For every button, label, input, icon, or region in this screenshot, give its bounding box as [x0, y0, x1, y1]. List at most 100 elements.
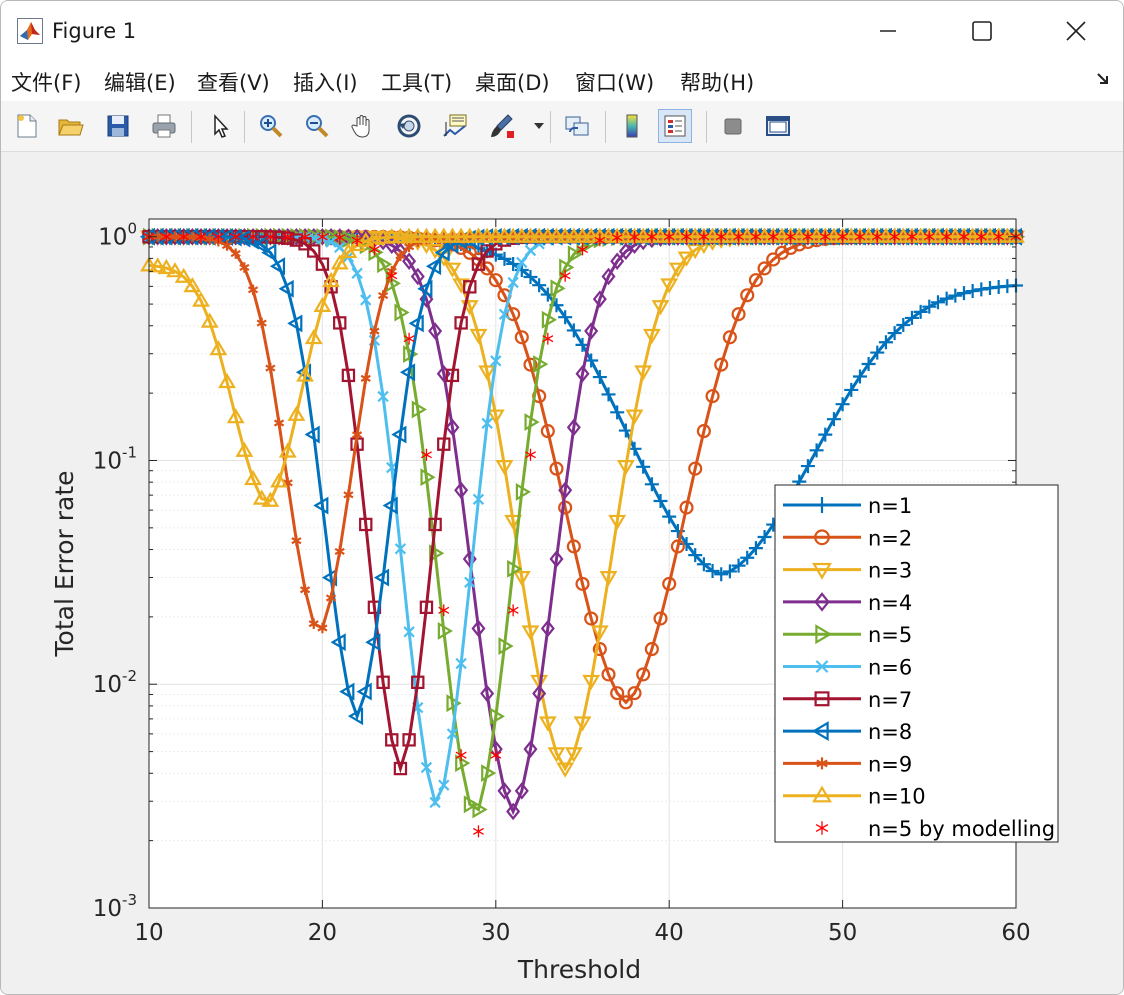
model-point — [923, 230, 935, 243]
pan-button[interactable] — [346, 109, 380, 143]
model-point — [438, 604, 450, 617]
menu-edit[interactable]: 编辑(E) — [104, 71, 176, 95]
model-point — [577, 243, 588, 256]
data-point — [192, 291, 210, 307]
data-point — [221, 240, 233, 251]
x-axis-label: Threshold — [517, 955, 641, 984]
data-point — [291, 535, 302, 546]
data-point — [573, 227, 592, 243]
data-point — [720, 227, 739, 243]
data-point — [662, 576, 677, 591]
data-point — [471, 257, 486, 271]
data-point — [308, 618, 319, 629]
legend-label: n=7 — [868, 688, 912, 712]
link-plot-button[interactable] — [560, 109, 594, 143]
close-icon — [1066, 21, 1086, 41]
model-point — [889, 230, 901, 243]
legend-item: n=5 by modelling — [815, 817, 1055, 841]
pointer-button[interactable] — [203, 109, 237, 143]
data-point — [382, 228, 401, 244]
data-point — [556, 227, 575, 243]
data-point — [429, 544, 445, 563]
x-tick-label: 60 — [1001, 920, 1030, 946]
legend-item: n=1 — [783, 494, 912, 518]
model-point — [368, 243, 380, 256]
data-point — [230, 248, 241, 259]
rotate-3d-button[interactable] — [392, 109, 426, 143]
data-point — [425, 257, 442, 276]
legend-label: n=8 — [868, 720, 912, 744]
data-point — [532, 684, 547, 703]
model-point — [646, 230, 658, 243]
x-tick-label: 10 — [134, 920, 163, 946]
plot-svg[interactable]: 10 20 30 40 50 60 100 10-1 10-2 10-3 Threshold Tota… — [1, 152, 1123, 994]
data-point — [755, 227, 774, 243]
data-point — [469, 328, 488, 345]
data-point — [504, 227, 523, 243]
data-point — [532, 278, 547, 293]
data-point — [446, 728, 459, 740]
model-point — [455, 749, 467, 762]
minimize-button[interactable] — [841, 1, 935, 61]
minimize-icon — [880, 30, 896, 32]
data-point — [608, 514, 627, 531]
data-point — [394, 543, 407, 555]
data-point — [452, 227, 471, 243]
data-point — [247, 284, 259, 296]
menu-help[interactable]: 帮助(H) — [680, 71, 755, 95]
zoom-in-button[interactable] — [254, 109, 288, 143]
hide-plot-tools-button[interactable] — [716, 109, 750, 143]
data-point — [377, 290, 389, 301]
data-point — [507, 276, 519, 289]
maximize-button[interactable] — [935, 1, 1029, 61]
brush-dropdown-icon[interactable] — [534, 123, 544, 131]
dock-arrow-icon[interactable] — [1095, 71, 1111, 87]
data-point — [549, 550, 564, 568]
data-point — [530, 227, 549, 243]
series-n-10 — [140, 227, 1025, 507]
menu-tools[interactable]: 工具(T) — [381, 71, 453, 95]
data-point — [939, 291, 954, 306]
data-point — [377, 390, 389, 403]
data-point — [913, 304, 928, 319]
legend-button[interactable] — [658, 109, 692, 143]
data-point — [516, 256, 528, 269]
menu-view[interactable]: 查看(V) — [197, 71, 270, 95]
save-button[interactable] — [101, 109, 135, 143]
figure-toolbar — [1, 101, 1123, 152]
menu-insert[interactable]: 插入(I) — [293, 71, 358, 95]
data-point — [524, 413, 540, 432]
data-point — [226, 408, 245, 424]
data-point — [807, 227, 826, 243]
data-point — [304, 425, 320, 444]
model-point — [819, 230, 831, 243]
legend-item: n=2 — [783, 526, 912, 550]
model-point — [594, 234, 606, 247]
data-point — [486, 409, 505, 425]
data-point — [313, 496, 329, 515]
menu-file[interactable]: 文件(F) — [11, 71, 82, 95]
model-point — [958, 230, 970, 243]
data-point — [601, 667, 616, 682]
data-cursor-button[interactable] — [438, 109, 472, 143]
data-point — [705, 563, 720, 578]
data-point — [627, 686, 642, 701]
close-button[interactable] — [1029, 1, 1123, 61]
zoom-out-icon — [306, 115, 329, 138]
print-button[interactable] — [147, 109, 181, 143]
menu-desktop[interactable]: 桌面(D) — [475, 71, 550, 95]
data-point — [325, 236, 337, 248]
new-figure-button[interactable] — [9, 109, 43, 143]
brush-button[interactable] — [485, 109, 519, 143]
data-point — [322, 271, 340, 288]
menu-window[interactable]: 窗口(W) — [575, 71, 655, 95]
open-file-icon — [58, 119, 84, 136]
data-point — [549, 461, 564, 476]
zoom-out-button[interactable] — [300, 109, 334, 143]
data-point — [269, 257, 286, 276]
data-point — [443, 262, 462, 278]
colorbar-button[interactable] — [615, 109, 649, 143]
open-file-button[interactable] — [53, 109, 87, 143]
data-point — [454, 481, 469, 500]
show-plot-tools-button[interactable] — [761, 109, 795, 143]
